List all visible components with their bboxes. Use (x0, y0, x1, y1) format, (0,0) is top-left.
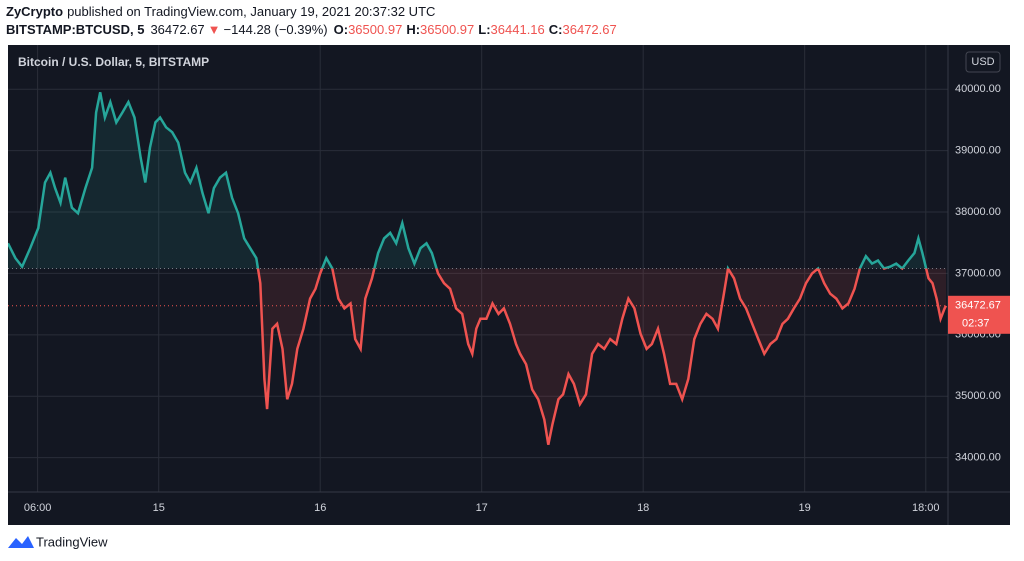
x-tick-label: 16 (314, 502, 326, 514)
h-label: H: (406, 22, 420, 37)
line-up (8, 92, 928, 269)
area-up (8, 92, 946, 269)
y-tick-label: 34000.00 (955, 452, 1001, 464)
y-tick-label: 35000.00 (955, 390, 1001, 402)
x-tick-label: 06:00 (24, 502, 52, 514)
arrow: ▼ (208, 22, 221, 37)
currency[interactable]: USD (971, 56, 994, 68)
x-tick-label: 18:00 (912, 502, 940, 514)
y-tick-label: 40000.00 (955, 83, 1001, 95)
x-tick-label: 17 (476, 502, 488, 514)
c-label: C: (549, 22, 563, 37)
currency-button[interactable] (965, 51, 1001, 73)
footer-logo (8, 536, 34, 548)
l-label: L: (478, 22, 490, 37)
published: published on TradingView.com, January 19… (67, 4, 435, 19)
area-down (8, 268, 946, 445)
o-label: O: (334, 22, 348, 37)
last-price-box (948, 295, 1010, 334)
symbol: BITSTAMP:BTCUSD, 5 (6, 22, 144, 37)
change: −144.28 (−0.39%) (224, 22, 328, 37)
y-tick-label: 39000.00 (955, 145, 1001, 157)
close: 36472.67 (563, 22, 617, 37)
y-tick-label: 38000.00 (955, 206, 1001, 218)
countdown: 02:37 (962, 318, 990, 330)
chart-background (8, 45, 1010, 525)
x-tick-label: 15 (153, 502, 165, 514)
low: 36441.16 (491, 22, 545, 37)
publisher: ZyCrypto (6, 4, 63, 19)
plot (8, 45, 948, 492)
header-line: ZyCrypto published on TradingView.com, Ja… (6, 4, 435, 19)
chart-title: Bitcoin / U.S. Dollar, 5, BITSTAMP (18, 55, 209, 69)
footer-brand: TradingView (36, 534, 108, 549)
price: 36472.67 (150, 22, 204, 37)
x-tick-label: 18 (637, 502, 649, 514)
line-down (21, 268, 948, 445)
y-tick-label: 37000.00 (955, 267, 1001, 279)
high: 36500.97 (420, 22, 474, 37)
last-price-label: 36472.67 (955, 300, 1001, 312)
open: 36500.97 (348, 22, 402, 37)
ohlc-line: BITSTAMP:BTCUSD, 5 36472.67 ▼ −144.28 (−0.3… (6, 22, 617, 37)
x-tick-label: 19 (799, 502, 811, 514)
